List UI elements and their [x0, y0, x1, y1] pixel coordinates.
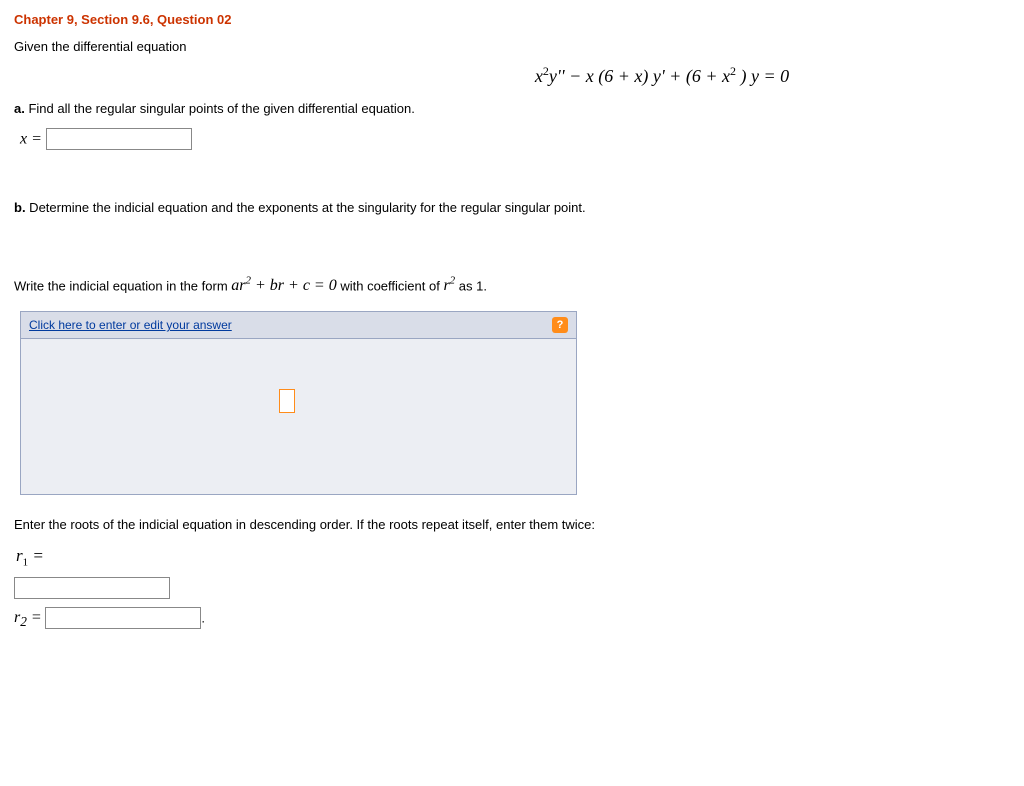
r2-input-row: r2 = . [14, 607, 1010, 631]
part-a-text: Find all the regular singular points of … [25, 101, 415, 116]
part-b-prompt: b. Determine the indicial equation and t… [14, 200, 1010, 215]
r2-input[interactable] [45, 607, 201, 629]
x-input[interactable] [46, 128, 192, 150]
x-equals-label: x = [20, 131, 42, 148]
part-a-prompt: a. Find all the regular singular points … [14, 101, 1010, 116]
answer-panel-header: Click here to enter or edit your answer … [21, 312, 576, 339]
part-a-input-row: x = [20, 128, 1010, 150]
indicial-form: ar2 + br + c = 0 [231, 277, 336, 294]
r2-label: r2 = [14, 609, 42, 626]
roots-instruction: Enter the roots of the indicial equation… [14, 517, 1010, 532]
r1-label: r1 = [16, 546, 1010, 568]
r1-input-row [14, 577, 1010, 599]
enter-answer-link[interactable]: Click here to enter or edit your answer [29, 318, 232, 332]
r2-period: . [201, 610, 205, 625]
indicial-post: as 1. [459, 278, 487, 293]
help-icon[interactable]: ? [552, 317, 568, 333]
indicial-mid: with coefficient of [340, 278, 443, 293]
indicial-pre: Write the indicial equation in the form [14, 278, 231, 293]
differential-equation: x2y'' − x (6 + x) y' + (6 + x2 ) y = 0 [314, 64, 1010, 87]
r1-input[interactable] [14, 577, 170, 599]
part-b-text: Determine the indicial equation and the … [26, 200, 586, 215]
part-b-label: b. [14, 200, 26, 215]
page-title: Chapter 9, Section 9.6, Question 02 [14, 12, 1010, 27]
indicial-coeff: r2 [443, 277, 455, 294]
indicial-instruction: Write the indicial equation in the form … [14, 275, 1010, 295]
part-a-label: a. [14, 101, 25, 116]
answer-panel-body[interactable] [21, 339, 576, 494]
intro-text: Given the differential equation [14, 39, 1010, 54]
answer-panel: Click here to enter or edit your answer … [20, 311, 577, 495]
math-input-placeholder[interactable] [279, 389, 295, 413]
